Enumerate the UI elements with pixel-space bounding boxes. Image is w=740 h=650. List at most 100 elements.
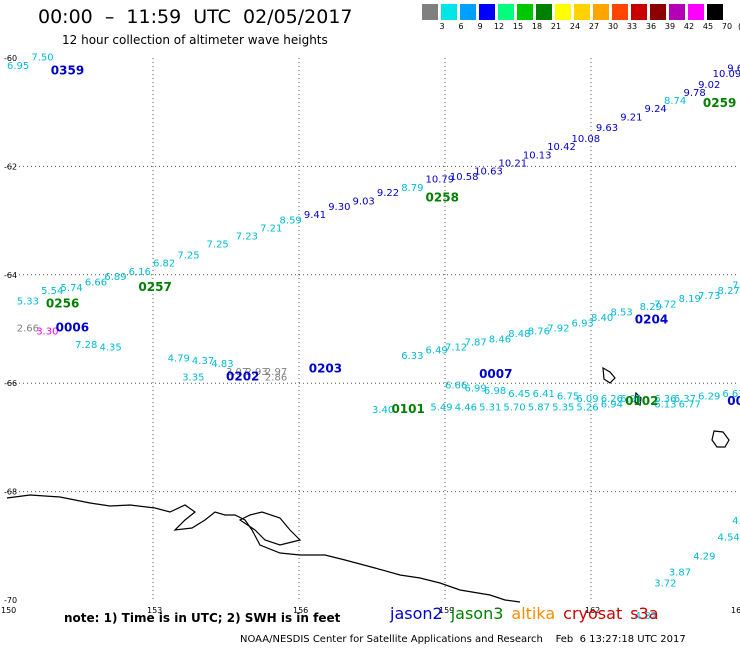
pass-time-label: 0359 xyxy=(51,63,84,77)
wave-height-value: 3.40 xyxy=(372,405,394,416)
wave-height-value: 2.66 xyxy=(17,324,39,335)
wave-height-value: 10.13 xyxy=(523,150,552,161)
scale-swatch xyxy=(612,4,628,20)
coastline-inlet xyxy=(238,511,302,546)
wave-height-value: 5.33 xyxy=(17,297,39,308)
latitude-label: -60 xyxy=(4,54,17,63)
scale-label: 24 xyxy=(569,22,581,31)
wave-height-value: 8.27 xyxy=(718,286,740,297)
wave-height-value: 3.87 xyxy=(669,568,691,579)
wave-height-value: 4.37 xyxy=(192,356,214,367)
wave-height-value: 3.30 xyxy=(36,326,58,337)
scale-swatch xyxy=(593,4,609,20)
legend-cryosat: cryosat xyxy=(563,604,623,623)
wave-height-value: 6.77 xyxy=(679,400,701,411)
latitude-label: -68 xyxy=(4,488,17,497)
pass-time-label: 0204 xyxy=(635,313,668,327)
pass-time-label: 0102 xyxy=(625,394,658,408)
longitude-label: 150 xyxy=(1,606,16,615)
wave-height-value: 7.21 xyxy=(260,223,282,234)
wave-height-value: 10.63 xyxy=(474,167,503,178)
wave-height-value: 7.23 xyxy=(236,232,258,243)
map-title: 00:00 – 11:59 UTC 02/05/2017 xyxy=(38,6,353,28)
pass-time-label: 0202 xyxy=(226,369,259,383)
wave-height-value: 6.33 xyxy=(401,351,423,362)
wave-height-value: 9.22 xyxy=(377,188,399,199)
wave-height-value: 6.26 xyxy=(601,394,623,405)
wave-height-value: 6.94 xyxy=(601,400,623,411)
wave-height-value: 9.03 xyxy=(353,196,375,207)
scale-label: 30 xyxy=(607,22,619,31)
wave-height-value: 9.41 xyxy=(304,210,326,221)
wave-height-value: 5.26 xyxy=(576,402,598,413)
longitude-label: 153 xyxy=(147,606,162,615)
legend-jason3: jason3 xyxy=(450,604,504,623)
longitude-label: 165 xyxy=(731,606,740,615)
wave-height-value: 6.67 xyxy=(722,389,740,400)
wave-height-value: 8.19 xyxy=(679,294,701,305)
scale-swatch xyxy=(460,4,476,20)
wave-height-value: 7.73 xyxy=(698,291,720,302)
wave-height-value: 6.95 xyxy=(7,61,29,72)
scale-swatch xyxy=(688,4,704,20)
wave-height-value: 6.36 xyxy=(654,394,676,405)
scale-label: 70 xyxy=(721,22,733,31)
wave-height-value: 10.08 xyxy=(572,134,601,145)
wave-height-value: 7.92 xyxy=(547,324,569,335)
coastline-path xyxy=(6,494,521,603)
wave-height-value: 4.84 xyxy=(732,516,740,527)
wave-height-value: 6.13 xyxy=(654,400,676,411)
pass-time-label: 0258 xyxy=(426,191,459,205)
legend-s3a: s3a xyxy=(630,604,659,623)
wave-height-value: 6.66 xyxy=(85,278,107,289)
pass-time-label: 0101 xyxy=(391,402,424,416)
longitude-labels: 150 153 156 159 162 165 xyxy=(1,606,740,615)
pass-time-label: 0007 xyxy=(479,367,512,381)
wave-height-value: 6.98 xyxy=(484,386,506,397)
pass-time-label: 0256 xyxy=(46,296,79,310)
antarctic-coastline xyxy=(6,366,730,603)
scale-label: 45 xyxy=(702,22,714,31)
wave-height-value: 7.87 xyxy=(464,337,486,348)
wave-height-value: 3.35 xyxy=(182,372,204,383)
scale-label: 36 xyxy=(645,22,657,31)
wave-height-value: 10.58 xyxy=(450,172,479,183)
scale-swatch xyxy=(631,4,647,20)
wave-height-value: 10.42 xyxy=(547,142,576,153)
pass-time-label: 0257 xyxy=(138,280,171,294)
pass-time-label: 0259 xyxy=(703,96,736,110)
scale-label: (ft) xyxy=(734,22,740,31)
map-note: note: 1) Time is in UTC; 2) SWH is in fe… xyxy=(64,611,341,625)
wave-height-value: 6.37 xyxy=(674,394,696,405)
longitude-label: 162 xyxy=(585,606,600,615)
scale-swatch xyxy=(574,4,590,20)
wave-height-value: 2.86 xyxy=(265,372,287,383)
wave-height-value: 4.29 xyxy=(693,551,715,562)
scale-label: 6 xyxy=(458,22,464,31)
wave-height-value: 10.79 xyxy=(426,175,455,186)
scale-label: 18 xyxy=(531,22,543,31)
latitude-label: -70 xyxy=(4,596,17,605)
wave-height-value: 5.70 xyxy=(503,402,525,413)
wave-height-value: 5.49 xyxy=(430,402,452,413)
wave-height-value: 5.87 xyxy=(528,402,550,413)
wave-height-value: 4.46 xyxy=(455,402,477,413)
wave-height-value: 9.63 xyxy=(596,123,618,134)
wave-height-value: 6.45 xyxy=(508,389,530,400)
wave-height-value: 8.46 xyxy=(489,335,511,346)
wave-height-value: 8.79 xyxy=(401,183,423,194)
wave-height-value: 4.79 xyxy=(168,354,190,365)
island-3 xyxy=(711,430,730,448)
wave-height-value: 9.78 xyxy=(683,88,705,99)
wave-height-value: 5.74 xyxy=(61,283,83,294)
wave-height-value: 10.21 xyxy=(499,158,528,169)
latitude-label: -62 xyxy=(4,162,17,171)
wave-height-value: 6.16 xyxy=(129,267,151,278)
longitude-label: 159 xyxy=(439,606,454,615)
wave-height-value: 7.28 xyxy=(75,340,97,351)
scale-swatch xyxy=(555,4,571,20)
scale-swatch xyxy=(650,4,666,20)
longitude-label: 156 xyxy=(293,606,308,615)
scale-label: 12 xyxy=(493,22,505,31)
legend-jason2: jason2 xyxy=(390,604,443,623)
